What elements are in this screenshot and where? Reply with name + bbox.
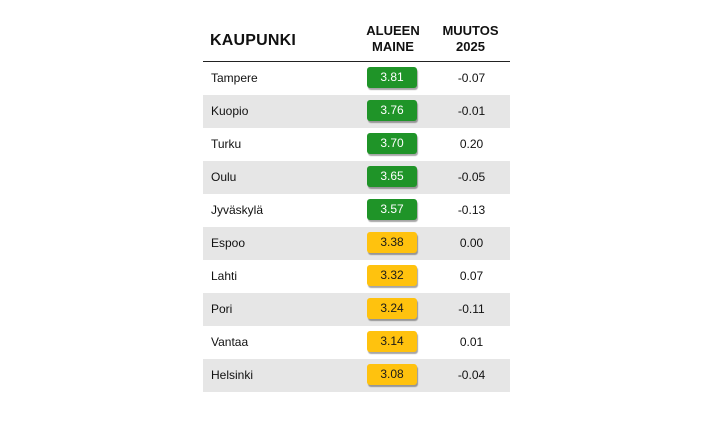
- city-name: Helsinki: [211, 368, 254, 382]
- table-row: Espoo 3.38 0.00: [203, 227, 510, 260]
- city-name: Turku: [211, 137, 242, 151]
- score-badge: 3.81: [367, 67, 417, 88]
- header-change: MUUTOS 2025: [433, 23, 508, 55]
- table-row: Vantaa 3.14 0.01: [203, 326, 510, 359]
- score-badge: 3.38: [367, 232, 417, 253]
- change-value: 0.01: [459, 335, 484, 349]
- change-value: 0.07: [459, 269, 484, 283]
- change-value: -0.07: [457, 71, 486, 85]
- city-name: Oulu: [211, 170, 237, 184]
- city-name: Lahti: [211, 269, 238, 283]
- score-badge: 3.76: [367, 100, 417, 121]
- score-badge: 3.65: [367, 166, 417, 187]
- score-badge: 3.14: [367, 331, 417, 352]
- city-name: Vantaa: [211, 335, 249, 349]
- change-value: -0.05: [457, 170, 486, 184]
- table-header: KAUPUNKI ALUEEN MAINE MUUTOS 2025: [203, 20, 510, 62]
- city-name: Tampere: [211, 71, 258, 85]
- header-score-line2: MAINE: [372, 39, 414, 54]
- table-row: Pori 3.24 -0.11: [203, 293, 510, 326]
- change-value: -0.13: [457, 203, 486, 217]
- table-row: Lahti 3.32 0.07: [203, 260, 510, 293]
- city-name: Pori: [211, 302, 233, 316]
- table-row: Oulu 3.65 -0.05: [203, 161, 510, 194]
- table-row: Jyväskylä 3.57 -0.13: [203, 194, 510, 227]
- score-badge: 3.08: [367, 364, 417, 385]
- header-change-line1: MUUTOS: [442, 23, 499, 38]
- change-value: -0.01: [457, 104, 486, 118]
- city-name: Espoo: [211, 236, 246, 250]
- city-name: Kuopio: [211, 104, 249, 118]
- header-score: ALUEEN MAINE: [358, 23, 428, 55]
- header-city: KAUPUNKI: [210, 32, 297, 49]
- reputation-table: KAUPUNKI ALUEEN MAINE MUUTOS 2025 Tamper…: [203, 20, 510, 392]
- change-value: -0.11: [458, 302, 485, 316]
- change-value: -0.04: [457, 368, 486, 382]
- header-score-line1: ALUEEN: [366, 23, 420, 38]
- score-badge: 3.32: [367, 265, 417, 286]
- city-name: Jyväskylä: [211, 203, 264, 217]
- score-badge: 3.24: [367, 298, 417, 319]
- score-badge: 3.57: [367, 199, 417, 220]
- score-badge: 3.70: [367, 133, 417, 154]
- change-value: 0.20: [459, 137, 484, 151]
- table-row: Turku 3.70 0.20: [203, 128, 510, 161]
- table-row: Tampere 3.81 -0.07: [203, 62, 510, 95]
- change-value: 0.00: [459, 236, 484, 250]
- table-row: Helsinki 3.08 -0.04: [203, 359, 510, 392]
- table-row: Kuopio 3.76 -0.01: [203, 95, 510, 128]
- table-body: Tampere 3.81 -0.07 Kuopio 3.76 -0.01 Turku 3.70…: [203, 62, 510, 392]
- header-change-line2: 2025: [456, 39, 485, 54]
